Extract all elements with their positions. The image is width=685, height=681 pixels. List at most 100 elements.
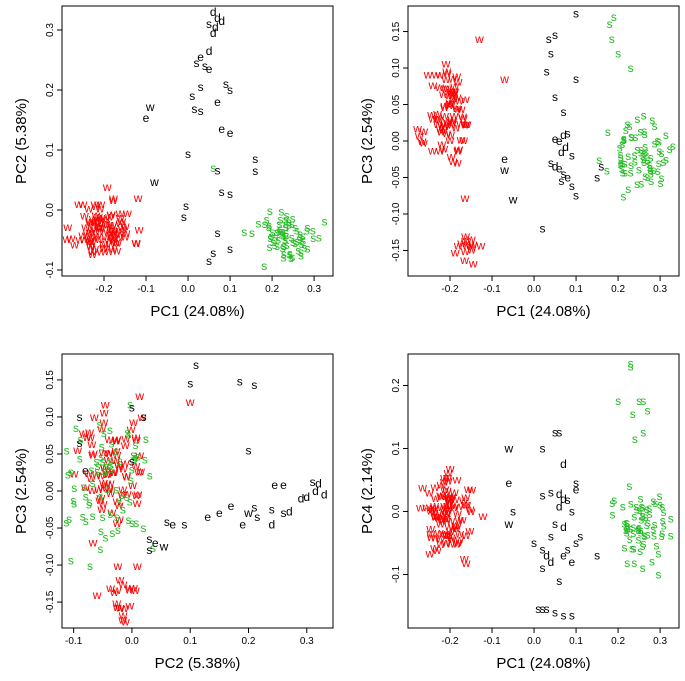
point-s: s [539,441,545,455]
point-d: d [548,555,555,569]
point-s: s [640,394,646,408]
point-s: s [287,247,293,261]
x-tick-label: -0.2 [95,284,113,295]
point-w: w [132,559,142,573]
point-d: d [560,457,567,471]
point-s: s [276,217,282,231]
y-tick-label: -0.1 [391,565,402,583]
point-w: w [114,601,124,615]
point-s: s [300,234,306,248]
point-s: s [129,400,135,414]
point-w: w [97,480,107,494]
point-w: w [94,220,104,234]
point-w: w [122,486,132,500]
point-s: s [273,231,279,245]
point-s: s [548,46,554,60]
point-w: w [454,499,464,513]
point-w: w [128,581,138,595]
point-s: s [635,523,641,537]
point-w: w [102,180,112,194]
point-s: s [640,509,646,523]
point-w: w [448,154,458,168]
point-s: s [107,507,113,521]
point-w: w [128,415,138,429]
point-w: w [439,489,449,503]
point-s: s [641,108,647,122]
point-w: w [430,509,440,523]
point-s: s [101,464,107,478]
point-w: w [104,233,114,247]
point-s: s [283,228,289,242]
point-w: w [96,197,106,211]
point-w: w [131,432,141,446]
y-tick-label: 0.15 [391,21,402,41]
point-s: s [652,119,658,133]
point-e: e [501,152,508,166]
point-s: s [214,226,220,240]
y-axis-title: PC4 (2.14%) [359,448,376,534]
point-s: s [295,244,301,258]
point-w: w [454,513,464,527]
point-w: w [458,493,468,507]
point-s: s [102,530,108,544]
point-s: s [187,377,193,391]
point-w: w [134,448,144,462]
point-s: s [624,516,630,530]
point-s: s [130,448,136,462]
point-s: s [71,481,77,495]
point-w: w [436,137,446,151]
point-s: s [300,229,306,243]
x-tick-label: 0.2 [611,636,625,647]
panel-4: -0.2 -0.1 0.0 0.1 0.2 0.3 -0.1 0.0 0.1 0.2 PC1 (24… [359,353,680,672]
point-s: s [125,513,131,527]
point-w: w [443,465,453,479]
point-s: s [668,511,674,525]
point-w: w [93,213,103,227]
point-w: w [79,232,89,246]
point-s: s [287,248,293,262]
point-s: s [560,608,566,622]
point-s: s [310,224,316,238]
point-w: w [80,480,90,494]
point-w: w [441,512,451,526]
point-w: w [463,482,473,496]
point-w: w [94,218,104,232]
point-w: w [110,235,120,249]
point-w: w [437,489,447,503]
point-w: w [130,583,140,597]
point-s: s [68,465,74,479]
point-s: s [140,521,146,535]
point-s: s [628,496,634,510]
point-w: w [106,222,116,236]
point-s: s [611,10,617,24]
point-w: w [441,64,451,78]
point-s: s [607,17,613,31]
point-s: s [622,165,628,179]
point-s: s [227,83,233,97]
point-s: s [126,427,132,441]
y-tick-label: 0.05 [391,94,402,114]
point-w: w [90,224,100,238]
x-axis: -0.1 0.0 0.1 0.2 0.3 [65,628,314,647]
point-s: s [98,490,104,504]
point-e: e [169,517,176,531]
point-w: w [111,434,121,448]
point-w: w [99,461,109,475]
point-s: s [628,356,634,370]
point-w: w [96,212,106,226]
point-w: w [117,221,127,235]
point-w: w [452,536,462,550]
point-s: s [642,529,648,543]
point-w: w [84,233,94,247]
x-axis: -0.2 -0.1 0.0 0.1 0.2 0.3 [441,628,667,647]
point-w: w [427,143,437,157]
point-w: w [441,528,451,542]
point-s: s [637,124,643,138]
point-w: w [91,467,101,481]
point-w: w [445,513,455,527]
point-e: e [206,62,213,76]
point-s: s [97,542,103,556]
point-w: w [439,474,449,488]
point-w: w [95,491,105,505]
point-s: s [609,508,615,522]
